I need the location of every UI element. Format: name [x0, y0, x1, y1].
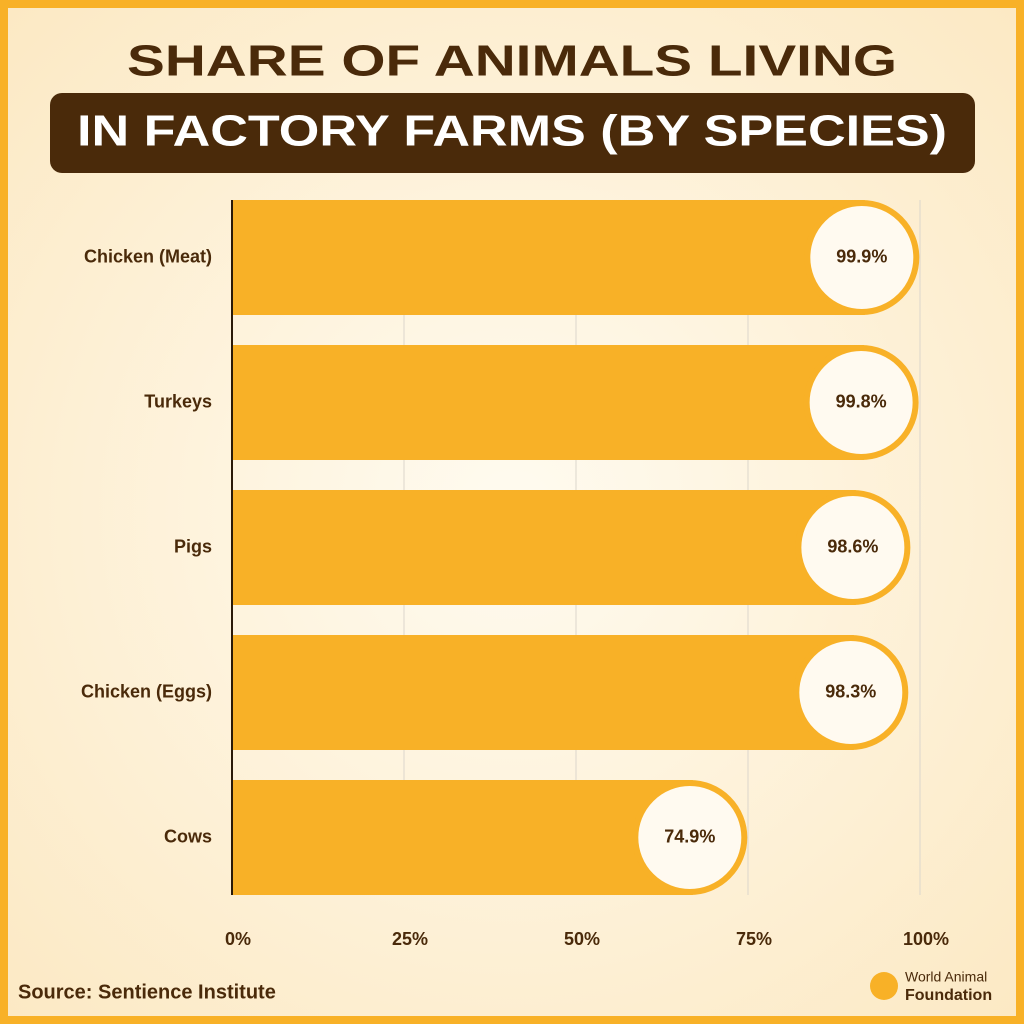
- x-tick-label: 0%: [225, 929, 251, 949]
- bar-end: [793, 635, 909, 750]
- title-box: [50, 93, 975, 173]
- value-label: 74.9%: [664, 826, 715, 846]
- y-tick-label: Cows: [164, 826, 212, 846]
- value-label: 99.9%: [836, 246, 887, 266]
- bar-end: [795, 490, 911, 605]
- source: Source: Sentience Institute: [18, 981, 276, 1003]
- plot-area: 0% 25% 50% 75% 100% 99.9% Chicken (Meat) 99.8% T…: [81, 200, 949, 949]
- value-label: 98.6%: [827, 536, 878, 556]
- bar: [232, 345, 865, 460]
- value-label: 98.3%: [825, 681, 876, 701]
- bar-end: [803, 345, 919, 460]
- y-tick-label: Pigs: [174, 536, 212, 556]
- bar: [232, 490, 856, 605]
- x-tick-label: 50%: [564, 929, 600, 949]
- logo-text: Foundation: [905, 987, 992, 1004]
- bar: [232, 200, 865, 315]
- chart-title: SHARE OF ANIMALS LIVING: [127, 37, 897, 86]
- bar: [232, 780, 693, 895]
- bar: [232, 635, 854, 750]
- chart-title: IN FACTORY FARMS (BY SPECIES): [77, 107, 947, 156]
- y-tick-label: Turkeys: [144, 391, 212, 411]
- x-tick-label: 75%: [736, 929, 772, 949]
- y-tick-label: Chicken (Eggs): [81, 681, 212, 701]
- x-tick-label: 100%: [903, 929, 949, 949]
- x-tick-label: 25%: [392, 929, 428, 949]
- logo-icon: [870, 972, 898, 1000]
- value-label: 99.8%: [836, 391, 887, 411]
- bar-end: [632, 780, 748, 895]
- bar-end: [804, 200, 920, 315]
- logo-text: World Animal: [905, 969, 987, 985]
- y-tick-label: Chicken (Meat): [84, 246, 212, 266]
